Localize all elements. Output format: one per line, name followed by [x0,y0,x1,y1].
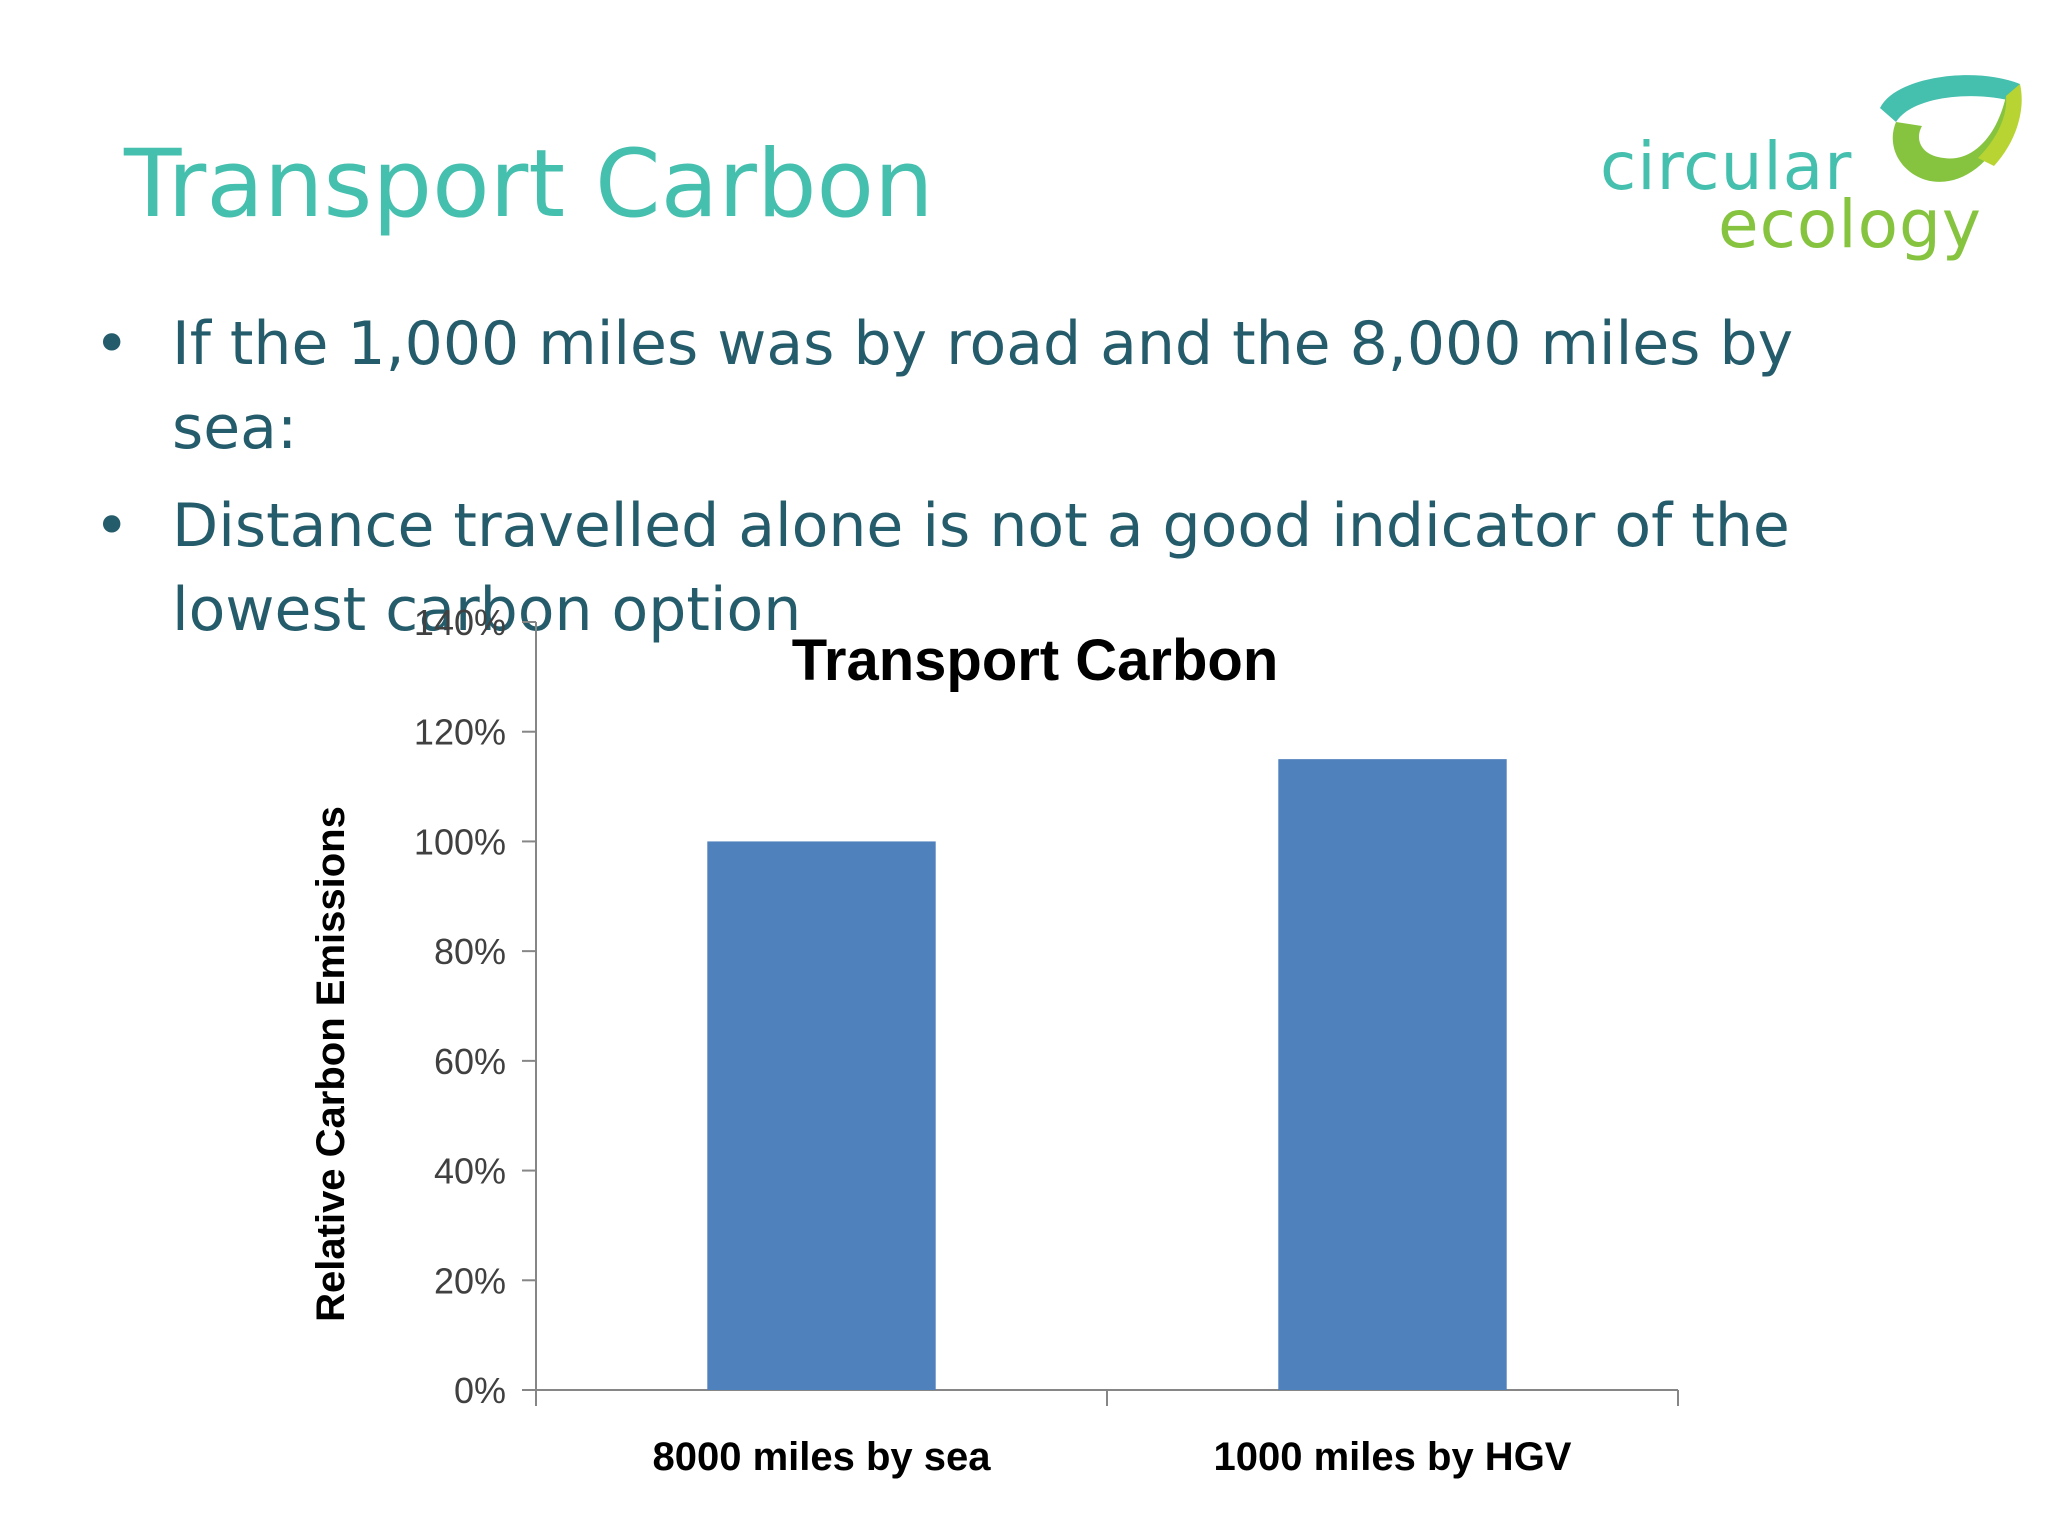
slide-title: Transport Carbon [124,130,934,239]
y-tick-label: 0% [454,1370,506,1411]
chart-title: Transport Carbon [792,628,1279,693]
y-axis-label: Relative Carbon Emissions [309,806,353,1322]
logo-word-circular: circular [1600,128,1853,205]
transport-carbon-chart: 0% 20% 40% 60% 80% 100% 120% 140% 8000 miles by … [309,602,1679,1479]
bullet-item: • Distance travelled alone is not a good… [94,484,1934,652]
bullet-list: • If the 1,000 miles was by road and the… [94,302,1934,666]
chart-bars [707,759,1507,1390]
y-tick-label: 140% [414,602,506,643]
x-tick-label: 1000 miles by HGV [1214,1435,1572,1479]
y-tick-label: 120% [414,712,506,753]
chart-labels: 0% 20% 40% 60% 80% 100% 120% 140% 8000 miles by … [414,602,1572,1479]
bullet-item: • If the 1,000 miles was by road and the… [94,302,1934,470]
y-tick-label: 20% [434,1260,506,1301]
bar [707,841,936,1390]
bullet-text: Distance travelled alone is not a good i… [172,491,1790,645]
y-tick-label: 80% [434,931,506,972]
y-tick-label: 100% [414,821,506,862]
loop-logo-green-band [1892,84,2020,182]
y-tick-label: 60% [434,1041,506,1082]
y-tick-label: 40% [434,1151,506,1192]
bar [1278,759,1507,1390]
loop-logo-teal-band [1880,75,2020,122]
bullet-dot: • [94,309,130,379]
loop-logo-lime-band [1978,84,2022,166]
bullet-text: If the 1,000 miles was by road and the 8… [172,309,1794,463]
bullet-dot: • [94,491,130,561]
logo-word-ecology: ecology [1718,186,1982,263]
x-tick-label: 8000 miles by sea [652,1435,991,1479]
loop-logo-icon [1880,75,2022,182]
